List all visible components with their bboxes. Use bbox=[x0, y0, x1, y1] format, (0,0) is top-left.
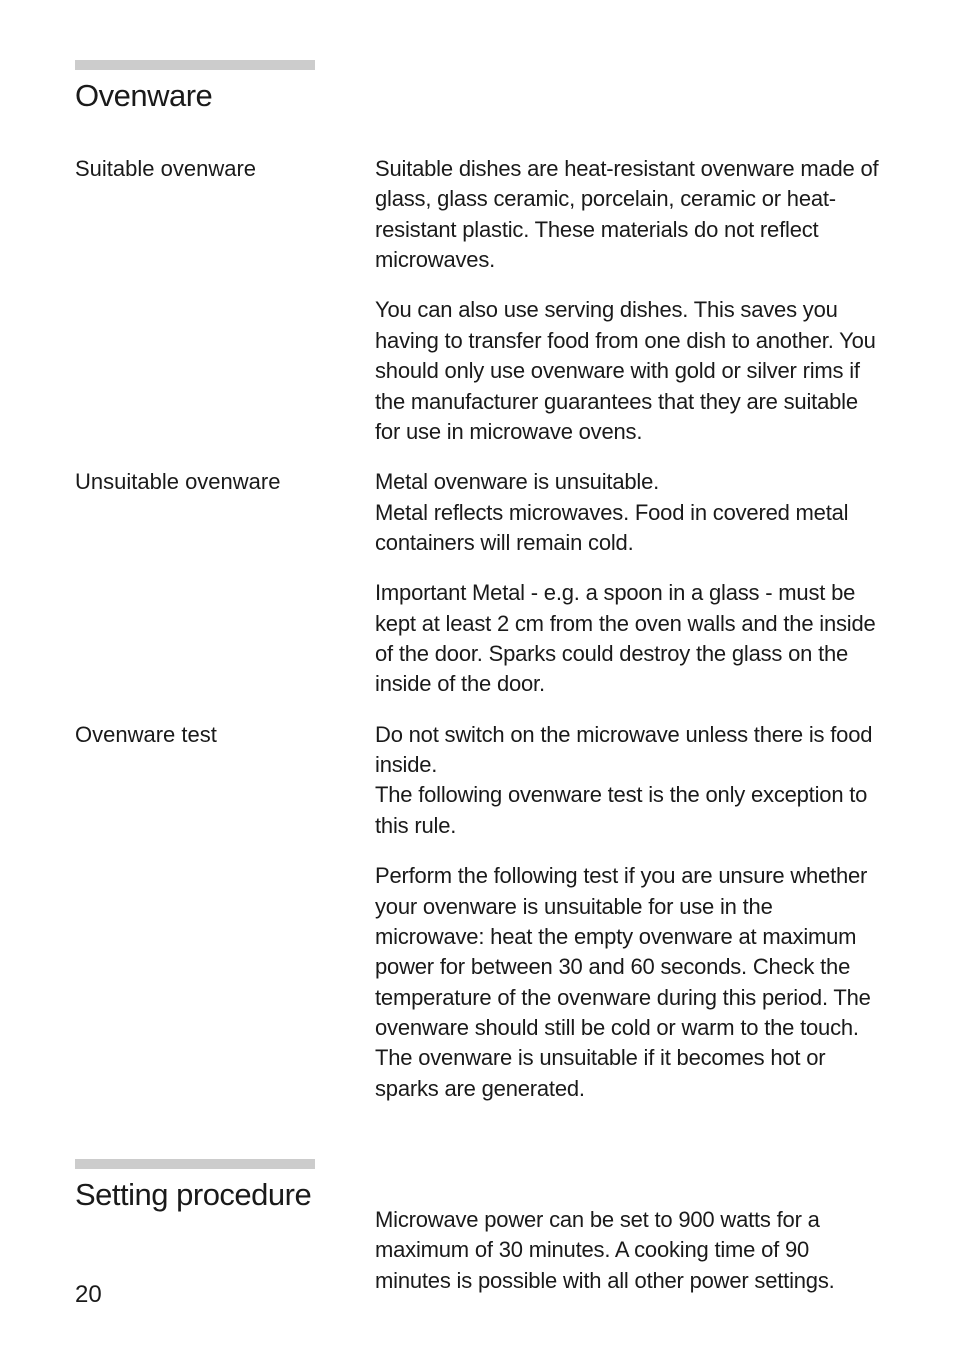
paragraph: Suitable dishes are heat-resistant ovenw… bbox=[375, 154, 879, 275]
block-ovenware-test: Ovenware test Do not switch on the micro… bbox=[75, 720, 879, 1104]
paragraph: Important Metal - e.g. a spoon in a glas… bbox=[375, 578, 879, 699]
section-title: Setting procedure bbox=[75, 1177, 345, 1213]
paragraph: You can also use serving dishes. This sa… bbox=[375, 295, 879, 447]
label-ovenware-test: Ovenware test bbox=[75, 720, 345, 1104]
content-suitable-ovenware: Suitable dishes are heat-resistant ovenw… bbox=[375, 154, 879, 447]
divider-bar bbox=[75, 1159, 315, 1169]
content-ovenware-test: Do not switch on the microwave unless th… bbox=[375, 720, 879, 1104]
page-number: 20 bbox=[75, 1281, 102, 1309]
content-unsuitable-ovenware: Metal ovenware is unsuitable. Metal refl… bbox=[375, 467, 879, 700]
paragraph: Perform the following test if you are un… bbox=[375, 861, 879, 1104]
content-setting-procedure: Microwave power can be set to 900 watts … bbox=[375, 1177, 879, 1296]
label-unsuitable-ovenware: Unsuitable ovenware bbox=[75, 467, 345, 700]
divider-bar bbox=[75, 60, 315, 70]
block-suitable-ovenware: Suitable ovenware Suitable dishes are he… bbox=[75, 154, 879, 447]
paragraph: Metal ovenware is unsuitable. Metal refl… bbox=[375, 467, 879, 558]
section-ovenware: Ovenware Suitable ovenware Suitable dish… bbox=[75, 60, 879, 1104]
block-unsuitable-ovenware: Unsuitable ovenware Metal ovenware is un… bbox=[75, 467, 879, 700]
section-title: Ovenware bbox=[75, 78, 879, 114]
label-suitable-ovenware: Suitable ovenware bbox=[75, 154, 345, 447]
section-setting-procedure: Setting procedure Microwave power can be… bbox=[75, 1159, 879, 1296]
paragraph: Microwave power can be set to 900 watts … bbox=[375, 1205, 879, 1296]
paragraph: Do not switch on the microwave unless th… bbox=[375, 720, 879, 841]
